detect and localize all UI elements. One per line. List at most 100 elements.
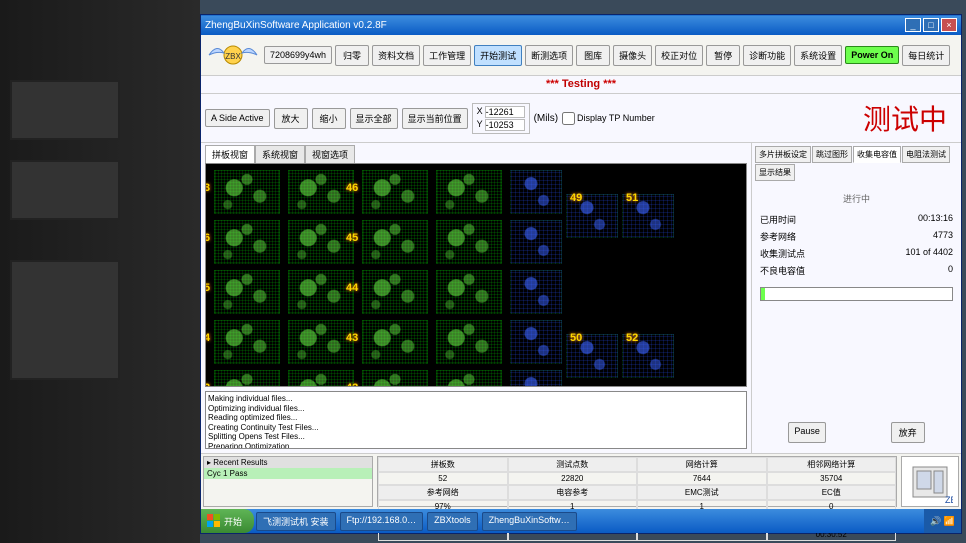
board-label: 44 <box>346 282 358 294</box>
toolbar-btn-4[interactable]: 断测选项 <box>525 45 573 66</box>
stats-cell: 22820 <box>508 472 638 485</box>
top-toolbar: ZBX 7208699y4wh 归零资料文档工作管理开始测试断测选项图库摄像头校… <box>201 35 961 76</box>
pcb-board[interactable] <box>510 270 562 314</box>
board-label: 43 <box>346 332 358 344</box>
right-tab-3[interactable]: 电阻法测试 <box>902 146 950 163</box>
start-label: 开始 <box>224 515 242 528</box>
toolbar-btn-10[interactable]: 系统设置 <box>794 45 842 66</box>
pcb-board[interactable] <box>288 270 354 314</box>
toolbar-btn-7[interactable]: 校正对位 <box>655 45 703 66</box>
board-label: 2 <box>205 382 210 387</box>
power-on-button[interactable]: Power On <box>845 46 899 64</box>
y-label: Y <box>477 119 483 131</box>
system-tray[interactable]: 🔊 📶 <box>924 509 961 533</box>
right-tab-2[interactable]: 收集电容值 <box>853 146 901 163</box>
pcb-board[interactable] <box>362 320 428 364</box>
toolbar-btn-5[interactable]: 图库 <box>576 45 610 66</box>
release-button[interactable]: 放弃 <box>891 422 925 443</box>
progress-bar <box>760 287 953 301</box>
right-tab-0[interactable]: 多片拼板设定 <box>755 146 811 163</box>
view-btn-1[interactable]: 缩小 <box>312 108 346 129</box>
pcb-board[interactable] <box>288 370 354 387</box>
stats-cell: EC值 <box>767 485 897 500</box>
daily-stats-button[interactable]: 每日统计 <box>902 45 950 66</box>
log-line: Optimizing individual files... <box>208 404 744 414</box>
pcb-board[interactable] <box>510 370 562 387</box>
pause-button[interactable]: Pause <box>788 422 826 443</box>
display-tp-checkbox-label[interactable]: Display TP Number <box>562 112 655 125</box>
pcb-board[interactable] <box>510 170 562 214</box>
view-btn-2[interactable]: 显示全部 <box>350 108 398 129</box>
windows-icon <box>207 514 221 528</box>
start-button[interactable]: 开始 <box>201 509 254 533</box>
maximize-button[interactable]: □ <box>923 18 939 32</box>
toolbar-btn-1[interactable]: 资料文档 <box>372 45 420 66</box>
pcb-board[interactable] <box>510 220 562 264</box>
file-name-box[interactable]: 7208699y4wh <box>264 46 332 64</box>
pcb-board[interactable] <box>436 370 502 387</box>
pcb-board[interactable] <box>214 320 280 364</box>
pcb-board[interactable] <box>214 170 280 214</box>
log-line: Creating Continuity Test Files... <box>208 423 744 433</box>
big-status: 测试中 <box>863 98 957 138</box>
pcb-board[interactable] <box>436 220 502 264</box>
pcb-board[interactable] <box>362 270 428 314</box>
shelf <box>10 260 120 380</box>
shelf <box>10 160 120 220</box>
toolbar-btn-3[interactable]: 开始测试 <box>474 45 522 66</box>
stats-cell: 网络计算 <box>637 457 767 472</box>
board-label: 51 <box>626 192 638 204</box>
stats-cell: 参考网络 <box>378 485 508 500</box>
pcb-board[interactable] <box>436 270 502 314</box>
stat-row: 已用时间00:13:16 <box>760 211 953 228</box>
window-titlebar[interactable]: ZhengBuXinSoftware Application v0.2.8F _… <box>201 15 961 35</box>
pcb-board[interactable] <box>288 320 354 364</box>
stat-row: 收集测试点101 of 4402 <box>760 245 953 262</box>
pcb-board[interactable] <box>214 270 280 314</box>
left-tab-1[interactable]: 系统视窗 <box>255 145 305 163</box>
log-line: Preparing Optimization... <box>208 442 744 449</box>
toolbar-btn-8[interactable]: 暂停 <box>706 45 740 66</box>
pcb-board[interactable] <box>362 370 428 387</box>
pcb-view[interactable]: 34649516455444435052242 <box>205 163 747 387</box>
app-window: ZhengBuXinSoftware Application v0.2.8F _… <box>200 14 962 534</box>
right-tabs: 多片拼板设定跳过图形收集电容值电阻法测试显示结果 <box>752 143 961 184</box>
pcb-board[interactable] <box>362 170 428 214</box>
board-label: 46 <box>346 182 358 194</box>
machine-icon: ZB <box>901 456 959 507</box>
window-title: ZhengBuXinSoftware Application v0.2.8F <box>205 20 387 31</box>
display-tp-checkbox[interactable] <box>562 112 575 125</box>
pcb-board[interactable] <box>510 320 562 364</box>
taskbar-item[interactable]: 飞测测试机 安装 <box>256 512 336 531</box>
left-tab-0[interactable]: 拼板视窗 <box>205 145 255 163</box>
board-label: 6 <box>205 232 210 244</box>
pcb-board[interactable] <box>436 320 502 364</box>
x-input[interactable] <box>485 106 525 118</box>
minimize-button[interactable]: _ <box>905 18 921 32</box>
right-tab-1[interactable]: 跳过图形 <box>812 146 852 163</box>
taskbar-item[interactable]: Ftp://192.168.0… <box>340 512 424 531</box>
pcb-board[interactable] <box>436 170 502 214</box>
toolbar-btn-0[interactable]: 归零 <box>335 45 369 66</box>
toolbar-btn-9[interactable]: 诊断功能 <box>743 45 791 66</box>
board-label: 50 <box>570 332 582 344</box>
pcb-board[interactable] <box>288 220 354 264</box>
toolbar-btn-2[interactable]: 工作管理 <box>423 45 471 66</box>
close-button[interactable]: × <box>941 18 957 32</box>
pcb-board[interactable] <box>362 220 428 264</box>
left-tab-2[interactable]: 视窗选项 <box>305 145 355 163</box>
view-btn-3[interactable]: 显示当前位置 <box>402 108 468 129</box>
stats-cell: 电容参考 <box>508 485 638 500</box>
aside-active[interactable]: A Side Active <box>205 109 270 127</box>
taskbar[interactable]: 开始 飞测测试机 安装Ftp://192.168.0…ZBXtoolsZheng… <box>201 509 961 533</box>
y-input[interactable] <box>485 119 525 131</box>
toolbar-btn-6[interactable]: 摄像头 <box>613 45 652 66</box>
taskbar-item[interactable]: ZhengBuXinSoftw… <box>482 512 577 531</box>
pcb-board[interactable] <box>214 220 280 264</box>
log-line: Splitting Opens Test Files... <box>208 432 744 442</box>
pcb-board[interactable] <box>214 370 280 387</box>
view-btn-0[interactable]: 放大 <box>274 108 308 129</box>
taskbar-item[interactable]: ZBXtools <box>427 512 478 531</box>
right-tab-4[interactable]: 显示结果 <box>755 164 795 181</box>
pcb-board[interactable] <box>288 170 354 214</box>
